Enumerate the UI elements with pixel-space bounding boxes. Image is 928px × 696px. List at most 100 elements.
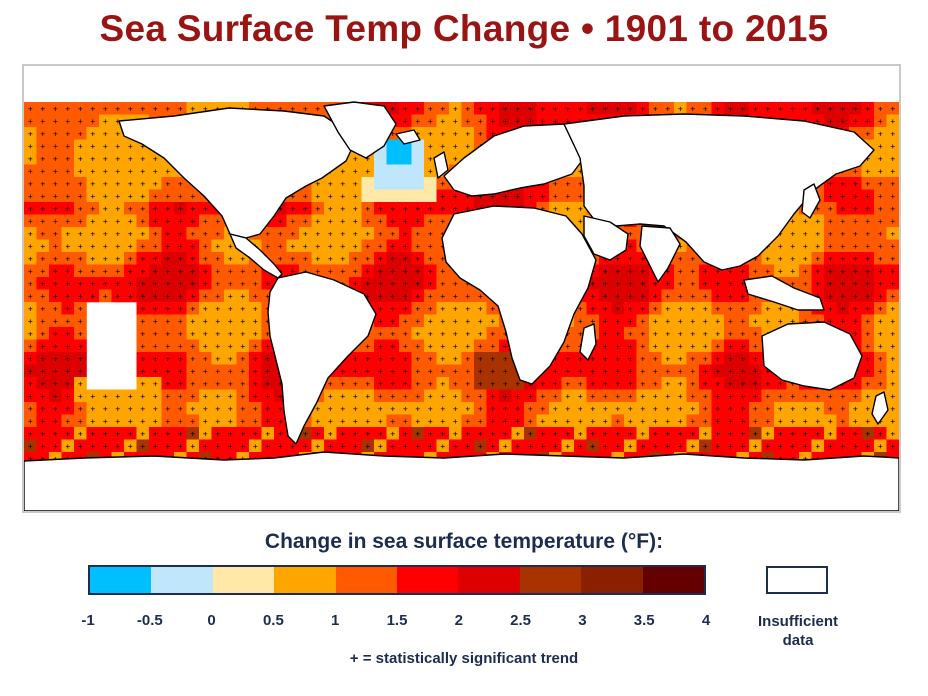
ocean-cell xyxy=(74,102,87,115)
significance-mark: + xyxy=(815,242,820,251)
significance-mark: + xyxy=(628,267,633,276)
scale-swatch-1 xyxy=(151,567,213,593)
significance-mark: + xyxy=(215,442,220,451)
ocean-cell xyxy=(761,102,775,115)
significance-mark: + xyxy=(203,242,208,251)
significance-mark: + xyxy=(653,404,658,413)
significance-mark: + xyxy=(140,254,145,263)
significance-mark: + xyxy=(453,304,458,313)
significance-mark: + xyxy=(440,192,445,201)
significance-mark: + xyxy=(240,429,245,438)
significance-mark: + xyxy=(28,129,33,138)
ocean-cell xyxy=(36,102,50,115)
significance-mark: + xyxy=(65,379,70,388)
significance-mark: + xyxy=(890,192,895,201)
significance-mark: + xyxy=(65,354,70,363)
significance-mark: + xyxy=(90,167,95,176)
significance-mark: + xyxy=(165,167,170,176)
significance-mark: + xyxy=(390,379,395,388)
significance-mark: + xyxy=(215,329,220,338)
significance-mark: + xyxy=(703,104,708,113)
significance-mark: + xyxy=(378,367,383,376)
ocean-cell xyxy=(61,152,75,165)
significance-mark: + xyxy=(728,404,733,413)
significance-mark: + xyxy=(340,404,345,413)
ocean-cell xyxy=(149,102,162,115)
significance-mark: + xyxy=(178,267,183,276)
significance-mark: + xyxy=(265,429,270,438)
significance-mark: + xyxy=(78,117,83,126)
significance-mark: + xyxy=(690,104,695,113)
ocean-cell xyxy=(486,114,500,128)
significance-mark: + xyxy=(115,167,120,176)
significance-mark: + xyxy=(853,229,858,238)
ocean-cell xyxy=(411,114,425,128)
significance-mark: + xyxy=(778,392,783,401)
significance-mark: + xyxy=(65,367,70,376)
significance-mark: + xyxy=(815,404,820,413)
significance-mark: + xyxy=(853,204,858,213)
significance-mark: + xyxy=(40,392,45,401)
significance-mark: + xyxy=(565,442,570,451)
ocean-cell xyxy=(86,114,100,128)
significance-mark: + xyxy=(828,267,833,276)
significance-mark: + xyxy=(328,229,333,238)
significance-mark: + xyxy=(740,317,745,326)
significance-mark: + xyxy=(603,404,608,413)
significance-mark: + xyxy=(653,292,658,301)
significance-mark: + xyxy=(128,279,133,288)
significance-mark: + xyxy=(140,217,145,226)
significance-mark: + xyxy=(778,442,783,451)
ocean-cell xyxy=(849,177,862,190)
ocean-cell xyxy=(849,102,862,115)
significance-mark: + xyxy=(65,217,70,226)
significance-mark: + xyxy=(115,279,120,288)
significance-mark: + xyxy=(140,317,145,326)
significance-mark: + xyxy=(315,229,320,238)
significance-mark: + xyxy=(878,117,883,126)
significance-mark: + xyxy=(790,417,795,426)
significance-mark: + xyxy=(640,267,645,276)
significance-mark: + xyxy=(640,392,645,401)
significance-mark: + xyxy=(353,442,358,451)
significance-mark: + xyxy=(128,404,133,413)
significance-mark: + xyxy=(653,304,658,313)
ocean-cell xyxy=(174,102,187,115)
significance-mark: + xyxy=(178,404,183,413)
significance-mark: + xyxy=(790,242,795,251)
ocean-cell xyxy=(386,177,400,190)
significance-mark: + xyxy=(340,367,345,376)
significance-mark: + xyxy=(528,404,533,413)
ocean-cell xyxy=(524,114,537,128)
significance-mark: + xyxy=(840,417,845,426)
significance-mark: + xyxy=(615,267,620,276)
significance-mark: + xyxy=(815,429,820,438)
scale-swatch-7 xyxy=(519,567,582,593)
significance-mark: + xyxy=(65,279,70,288)
significance-mark: + xyxy=(753,417,758,426)
insufficient-data-swatch xyxy=(766,566,828,594)
significance-mark: + xyxy=(740,442,745,451)
significance-mark: + xyxy=(665,304,670,313)
significance-mark: + xyxy=(253,429,258,438)
significance-mark: + xyxy=(240,304,245,313)
ocean-cell xyxy=(36,139,50,153)
significance-mark: + xyxy=(78,154,83,163)
significance-mark: + xyxy=(190,192,195,201)
significance-mark: + xyxy=(453,392,458,401)
significance-mark: + xyxy=(203,292,208,301)
significance-mark: + xyxy=(90,117,95,126)
significance-mark: + xyxy=(590,367,595,376)
significance-mark: + xyxy=(603,317,608,326)
insufficient-data-label: Insufficient data xyxy=(736,612,860,650)
significance-mark: + xyxy=(403,217,408,226)
ocean-cell xyxy=(186,102,200,115)
ocean-cell xyxy=(136,177,150,190)
significance-mark: + xyxy=(28,329,33,338)
ocean-cell xyxy=(399,189,412,203)
significance-mark: + xyxy=(878,104,883,113)
significance-mark: + xyxy=(765,254,770,263)
significance-mark: + xyxy=(890,379,895,388)
antarctica xyxy=(24,451,899,511)
significance-mark: + xyxy=(340,217,345,226)
